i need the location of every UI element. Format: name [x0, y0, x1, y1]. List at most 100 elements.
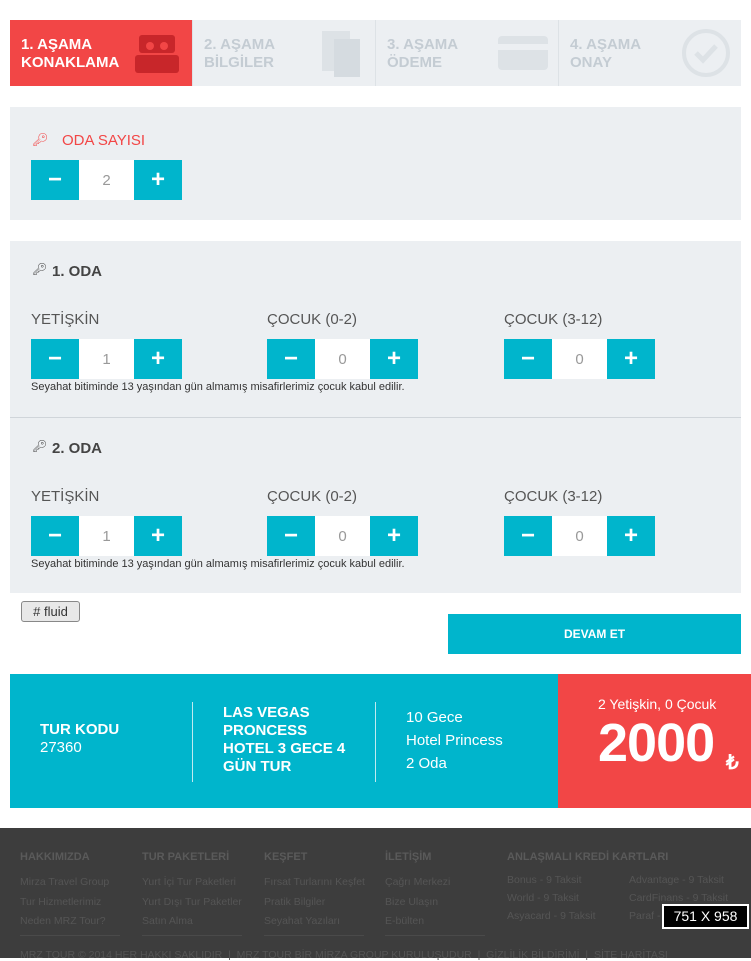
key-icon: 🔑︎ — [32, 262, 48, 276]
price-box: 2 Yetişkin, 0 Çocuk 2000 ₺ — [558, 674, 751, 808]
step-4[interactable]: 4. AŞAMA ONAY — [559, 20, 741, 86]
footer-col-title: KEŞFET — [264, 851, 308, 863]
tour-summary: TUR KODU 27360 LAS VEGAS PRONCESS HOTEL … — [10, 674, 558, 808]
key-icon: 🔑︎ — [32, 132, 49, 147]
card-offer[interactable]: Advantage - 9 Taksit — [629, 874, 724, 886]
child-0-2-stepper: −0 + — [267, 516, 418, 556]
step-1[interactable]: 1. AŞAMA KONAKLAMA — [10, 20, 193, 86]
increment-button[interactable]: + — [607, 516, 655, 556]
hotel: Hotel Princess — [406, 732, 503, 749]
room-count-value[interactable]: 2 — [79, 160, 134, 200]
room-title: 2. ODA — [52, 440, 103, 457]
footer-link[interactable]: Tur Hizmetlerimiz — [20, 895, 102, 908]
size-overlay: 751 X 958 — [662, 904, 749, 929]
child-age-note: Seyahat bitiminde 13 yaşından gün almamı… — [31, 381, 405, 393]
step-2[interactable]: 2. AŞAMA BİLGİLER — [193, 20, 376, 86]
card-offer[interactable]: World - 9 Taksit — [507, 892, 579, 904]
decrement-button[interactable]: − — [504, 339, 552, 379]
progress-steps: 1. AŞAMA KONAKLAMA 2. AŞAMA BİLGİLER 3. AŞ… — [10, 20, 741, 86]
child-3-12-label: ÇOCUK (3-12) — [504, 311, 603, 328]
continue-button[interactable]: DEVAM ET — [448, 614, 741, 654]
decrement-button[interactable]: − — [31, 160, 79, 200]
group-note: MRZ TOUR BİR MİRZA GROUP KURULUŞUDUR — [236, 949, 472, 961]
step-number: 3. AŞAMA — [387, 36, 459, 53]
footer-link[interactable]: Çağrı Merkezi — [385, 876, 451, 888]
rooms: 2 Oda — [406, 755, 447, 772]
step-number: 1. AŞAMA — [21, 36, 93, 53]
decrement-button[interactable]: − — [267, 516, 315, 556]
footer-bottom: MRZ TOUR © 2014 HER HAKKI SAKLIDIR | MRZ… — [20, 949, 668, 961]
copyright: MRZ TOUR © 2014 HER HAKKI SAKLIDIR — [20, 949, 223, 961]
card-offer[interactable]: CardFinans - 9 Taksit — [629, 892, 729, 904]
cards-title: ANLAŞMALI KREDİ KARTLARI — [507, 851, 669, 863]
child-0-2-label: ÇOCUK (0-2) — [267, 311, 358, 328]
check-circle-icon — [681, 29, 731, 77]
child-3-12-stepper-value[interactable]: 0 — [552, 516, 607, 556]
increment-button[interactable]: + — [134, 339, 182, 379]
card-offer[interactable]: Bonus - 9 Taksit — [507, 874, 582, 886]
footer-link[interactable]: Fırsat Turlarını Keşfet — [264, 876, 365, 888]
footer-link[interactable]: E-bülten — [385, 915, 425, 927]
tour-code-label: TUR KODU — [40, 721, 120, 738]
footer: HAKKIMIZDA Mirza Travel Group Tur Hizmetle… — [0, 828, 751, 961]
child-0-2-stepper-value[interactable]: 0 — [315, 516, 370, 556]
increment-button[interactable]: + — [134, 516, 182, 556]
footer-link[interactable]: Yurt İçi Tur Paketleri — [142, 876, 236, 888]
guest-summary: 2 Yetişkin, 0 Çocuk — [598, 696, 717, 712]
room-title: 1. ODA — [52, 263, 103, 280]
bed-icon — [132, 29, 182, 77]
adult-label: YETİŞKİN — [31, 488, 100, 505]
increment-button[interactable]: + — [607, 339, 655, 379]
room-count-label: ODA SAYISI — [62, 132, 146, 149]
adult-label: YETİŞKİN — [31, 311, 100, 328]
increment-button[interactable]: + — [370, 516, 418, 556]
step-number: 2. AŞAMA — [204, 36, 276, 53]
child-3-12-label: ÇOCUK (3-12) — [504, 488, 603, 505]
child-3-12-stepper-value[interactable]: 0 — [552, 339, 607, 379]
step-label: KONAKLAMA — [21, 54, 120, 71]
child-0-2-label: ÇOCUK (0-2) — [267, 488, 358, 505]
child-0-2-stepper-value[interactable]: 0 — [315, 339, 370, 379]
step-label: ONAY — [570, 54, 612, 71]
currency: ₺ — [726, 752, 739, 774]
footer-link[interactable]: Neden MRZ Tour? — [20, 915, 106, 927]
tour-details: 10 Gece Hotel Princess 2 Oda — [406, 706, 503, 775]
increment-button[interactable]: + — [370, 339, 418, 379]
step-label: BİLGİLER — [204, 54, 274, 71]
footer-link[interactable]: Mirza Travel Group — [20, 876, 110, 888]
key-icon: 🔑︎ — [32, 439, 48, 453]
footer-col-title: İLETİŞİM — [385, 851, 432, 863]
child-3-12-stepper: −0 + — [504, 339, 655, 379]
rooms-panel: 🔑︎ 1. ODA YETİŞKİN ÇOCUK (0-2) ÇOCUK (3-… — [10, 241, 741, 593]
adult-stepper-value[interactable]: 1 — [79, 516, 134, 556]
fluid-tag: # fluid — [21, 601, 80, 622]
increment-button[interactable]: + — [134, 160, 182, 200]
tour-code: 27360 — [40, 739, 82, 756]
tour-name: LAS VEGAS PRONCESS HOTEL 3 GECE 4 GÜN TU… — [223, 704, 346, 775]
card-offer[interactable]: Asyacard - 9 Taksit — [507, 910, 596, 922]
price: 2000 — [598, 713, 715, 773]
sitemap-link[interactable]: SİTE HARİTASI — [593, 949, 668, 961]
step-number: 4. AŞAMA — [570, 36, 642, 53]
decrement-button[interactable]: − — [504, 516, 552, 556]
footer-link[interactable]: Satın Alma — [142, 915, 193, 927]
decrement-button[interactable]: − — [267, 339, 315, 379]
documents-icon — [315, 29, 365, 77]
child-age-note: Seyahat bitiminde 13 yaşından gün almamı… — [31, 558, 405, 570]
privacy-link[interactable]: GİZLİLİK BİLDİRİMİ — [486, 949, 580, 961]
footer-link[interactable]: Seyahat Yazıları — [264, 915, 341, 927]
step-3[interactable]: 3. AŞAMA ÖDEME — [376, 20, 559, 86]
decrement-button[interactable]: − — [31, 339, 79, 379]
footer-col-title: TUR PAKETLERİ — [142, 851, 230, 863]
child-0-2-stepper: −0 + — [267, 339, 418, 379]
adult-stepper-value[interactable]: 1 — [79, 339, 134, 379]
footer-link[interactable]: Pratik Bilgiler — [264, 895, 326, 908]
adult-stepper: −1 + — [31, 516, 182, 556]
credit-card-icon — [498, 29, 548, 77]
nights: 10 Gece — [406, 709, 463, 726]
decrement-button[interactable]: − — [31, 516, 79, 556]
footer-link[interactable]: Yurt Dışı Tur Paketler — [142, 895, 242, 908]
child-3-12-stepper: −0 + — [504, 516, 655, 556]
footer-link[interactable]: Bize Ulaşın — [385, 895, 439, 908]
room-count-panel: 🔑︎ ODA SAYISI − 2 + — [10, 107, 741, 220]
